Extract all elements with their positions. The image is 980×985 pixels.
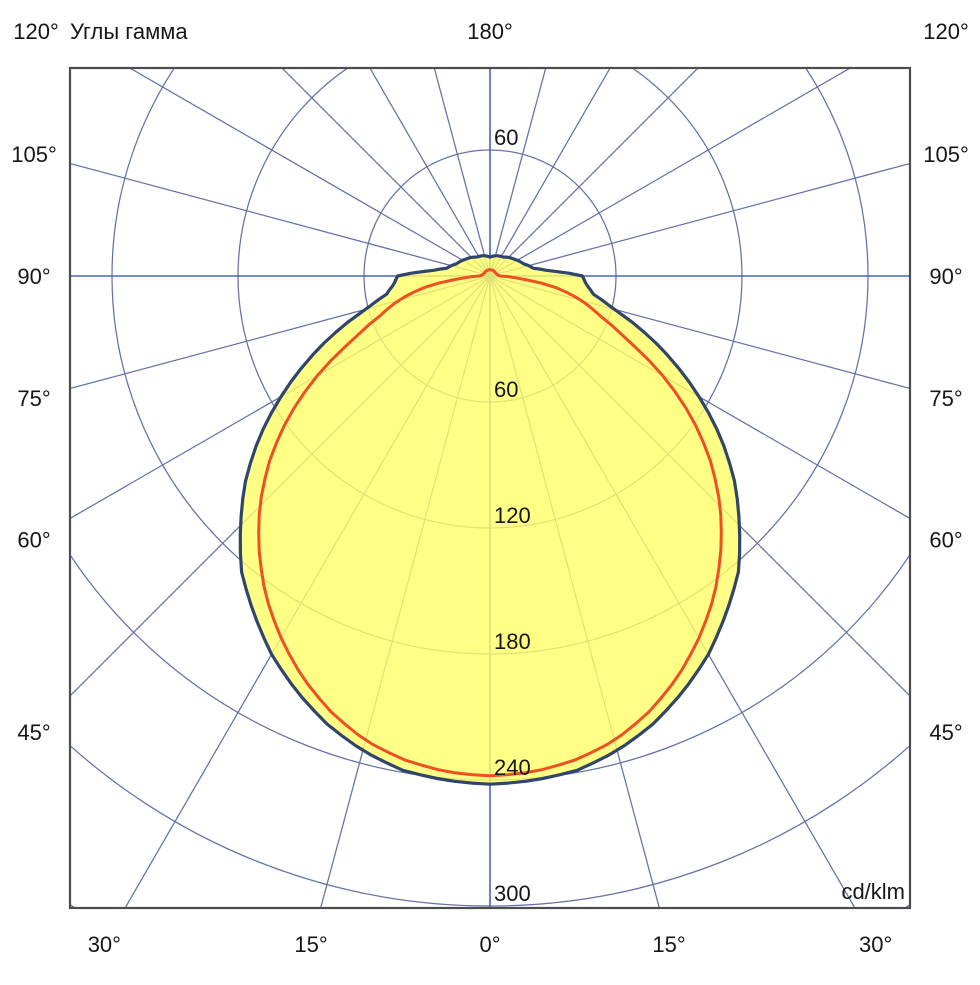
unit-label: cd/klm [841, 879, 905, 904]
intensity-curve-inner [257, 268, 723, 778]
grid-ray-165deg [489, 68, 547, 277]
grid-ray-135deg [489, 68, 699, 277]
grid-ray-225deg [281, 68, 491, 277]
gamma-label-right-45: 45° [929, 720, 962, 745]
grid-ray-240deg [128, 68, 491, 277]
radial-tick-240: 240 [494, 755, 531, 780]
gamma-label-right-75: 75° [929, 386, 962, 411]
radial-tick-60-upper: 60 [494, 125, 518, 150]
grid-ray-195deg [433, 68, 491, 277]
intensity-curve-outer [238, 254, 742, 786]
gamma-label-left-75: 75° [17, 386, 50, 411]
grid-ray-120deg [489, 68, 852, 277]
grid-ray-150deg [489, 68, 611, 277]
gamma-label-left-90: 90° [17, 264, 50, 289]
radial-tick-300: 300 [494, 881, 531, 906]
gamma-label-bottom--30: 30° [88, 932, 121, 957]
grid-ray-105deg [489, 162, 910, 277]
gamma-label-bottom-0: 0° [479, 932, 500, 957]
radial-tick-180: 180 [494, 629, 531, 654]
gamma-corner-label-left: 120° [13, 19, 59, 44]
gamma-label-bottom-15: 15° [652, 932, 685, 957]
radial-tick-60: 60 [494, 377, 518, 402]
chart-title: Углы гамма [70, 19, 188, 44]
grid-ray-210deg [369, 68, 491, 277]
intensity-curves-layer [238, 254, 742, 786]
gamma-top-label: 180° [467, 19, 513, 44]
gamma-label-left-45: 45° [17, 720, 50, 745]
gamma-label-bottom-30: 30° [859, 932, 892, 957]
axis-labels: 60 120 180 240 300 60 105° 105° 90° 90° 75° 75° 60° 6… [11, 125, 969, 957]
intensity-fill [240, 255, 740, 785]
chart-frame [68, 66, 912, 910]
gamma-label-left-105: 105° [11, 142, 57, 167]
grid-ray-75deg [489, 275, 910, 390]
grid-ray-285deg [70, 275, 491, 390]
gamma-label-right-60: 60° [929, 527, 962, 552]
gamma-label-right-105: 105° [923, 142, 969, 167]
grid-ray-255deg [70, 162, 491, 277]
gamma-corner-label-right: 120° [923, 19, 969, 44]
gamma-label-bottom--15: 15° [294, 932, 327, 957]
gamma-label-right-90: 90° [929, 264, 962, 289]
radial-tick-120: 120 [494, 503, 531, 528]
gamma-label-left-60: 60° [17, 527, 50, 552]
intensity-fill-layer [240, 255, 740, 785]
